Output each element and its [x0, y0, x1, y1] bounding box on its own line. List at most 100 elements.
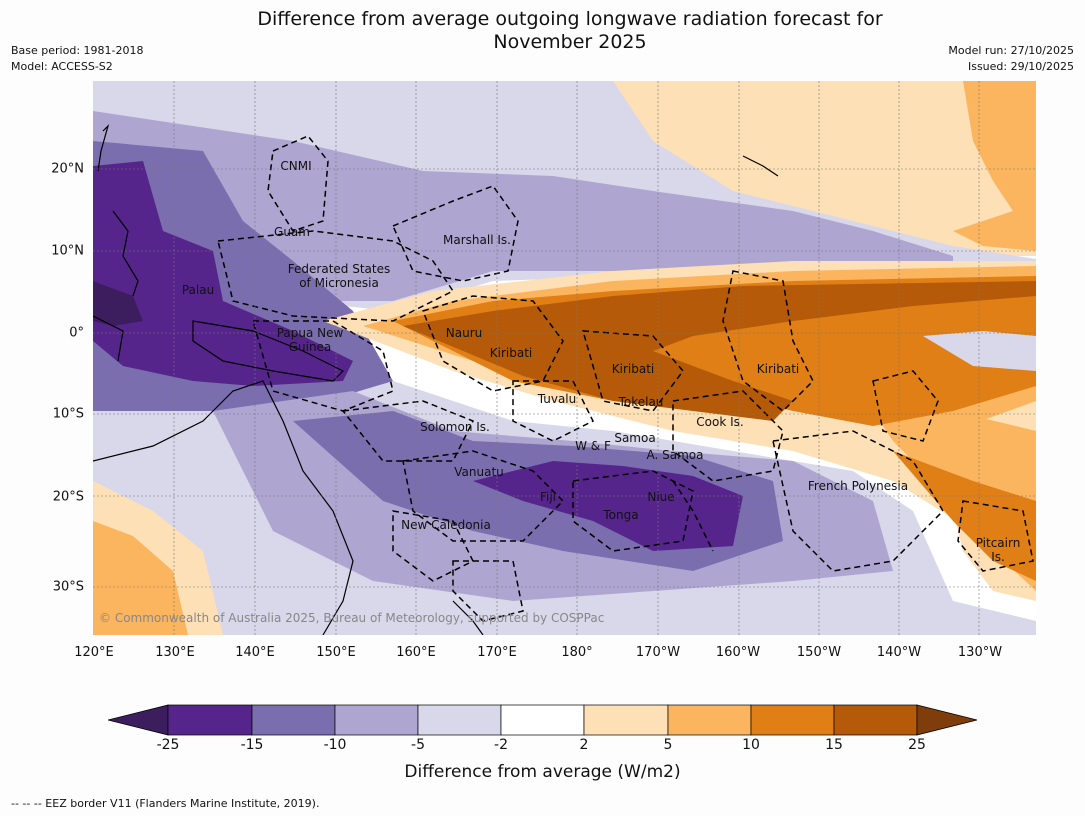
eez-borders: [217, 135, 1034, 622]
label-cook: Cook Is.: [696, 415, 744, 429]
colorbar-swatch-8: [750, 704, 835, 736]
colorbar-swatch-3: [334, 704, 419, 736]
model-name: Model: ACCESS-S2: [11, 60, 113, 73]
label-marshall: Marshall Is.: [443, 233, 511, 247]
label-tuvalu: Tuvalu: [537, 392, 577, 406]
coast-australia: [93, 380, 354, 635]
coast-new-guinea: [192, 320, 345, 382]
anomaly-neg-15-25-west: [93, 161, 353, 386]
label-kiribati-west: Kiribati: [489, 346, 533, 360]
eez-cnmi: [267, 135, 329, 232]
meta-left: Base period: 1981-2018 Model: ACCESS-S2: [11, 43, 143, 75]
chart-title: Difference from average outgoing longwav…: [257, 8, 883, 53]
forecast-map: CNMI Guam Marshall Is. Federated States …: [93, 81, 1036, 635]
label-fsm: Federated States of Micronesia: [287, 262, 391, 290]
coast-hawaii: [742, 155, 779, 177]
label-wallis-futuna: W & F: [575, 439, 611, 453]
lat-label-10s: 10°S: [52, 406, 84, 422]
label-new-caledonia: New Caledonia: [401, 518, 491, 532]
lon-label-120e: 120°E: [74, 645, 114, 660]
colorbar-swatch-5: [500, 704, 585, 736]
colorbar: [108, 704, 978, 736]
label-cnmi: CNMI: [280, 159, 312, 173]
meta-right: Model run: 27/10/2025 Issued: 29/10/2025: [948, 43, 1074, 75]
label-french-polynesia: French Polynesia: [807, 479, 909, 493]
label-fiji: Fiji: [539, 490, 557, 504]
colorbar-tick-9: 25: [908, 737, 926, 753]
eez-kiribati-east: [722, 270, 814, 412]
eez-nauru-kiribati: [421, 295, 564, 392]
colorbar-swatch-7: [667, 704, 752, 736]
eez-footnote: -- -- -- EEZ border V11 (Flanders Marine…: [11, 797, 320, 810]
map-canvas: [93, 81, 1036, 635]
coast-asia: [97, 123, 110, 172]
coast-borneo: [93, 315, 124, 362]
coastlines: [93, 123, 779, 635]
lon-label-160e: 160°E: [396, 645, 436, 660]
label-kiribati-east: Kiribati: [756, 362, 800, 376]
anomaly-neg-5-10-north: [93, 111, 953, 301]
model-run: Model run: 27/10/2025: [948, 44, 1074, 57]
eez-kiribati-central: [581, 330, 684, 412]
lat-label-0: 0°: [69, 325, 84, 341]
gridlines: [93, 81, 1036, 635]
colorbar-tick-3: -5: [411, 737, 425, 753]
lat-label-20s: 20°S: [52, 489, 84, 505]
lon-label-140e: 140°E: [235, 645, 275, 660]
colorbar-swatch-0: [108, 704, 169, 736]
anomaly-pos-5-10-north: [953, 81, 1036, 251]
anomaly-pos-2-5-north: [613, 81, 1036, 256]
eez-french-polynesia: [772, 430, 944, 572]
lon-label-180: 180°: [561, 645, 593, 660]
eez-central-spur: [672, 480, 714, 552]
lat-label-10n: 10°N: [51, 243, 84, 259]
eez-tuvalu: [512, 380, 595, 442]
colorbar-tick-1: -15: [240, 737, 264, 753]
eez-new-caledonia: [392, 510, 475, 582]
label-kiribati-central: Kiribati: [611, 362, 655, 376]
anomaly-neg-25-west: [93, 281, 143, 326]
label-solomon: Solomon Is.: [420, 420, 490, 434]
eez-marquesas: [872, 370, 939, 442]
colorbar-tick-2: -10: [323, 737, 347, 753]
lon-label-170e: 170°E: [477, 645, 517, 660]
lon-label-150w: 150°W: [796, 645, 842, 660]
colorbar-swatch-1: [167, 704, 253, 736]
label-palau: Palau: [181, 283, 215, 297]
coast-philippines: [112, 210, 139, 297]
label-niue: Niue: [647, 490, 675, 504]
colorbar-tick-4: -2: [494, 737, 508, 753]
lon-label-150e: 150°E: [316, 645, 356, 660]
label-samoa: Samoa: [614, 431, 656, 445]
colorbar-tick-5: 2: [579, 737, 589, 753]
coast-new-zealand: [452, 600, 484, 635]
eez-pitcairn: [957, 500, 1034, 572]
colorbar-label: Difference from average (W/m2): [404, 762, 681, 782]
label-guam: Guam: [274, 225, 310, 239]
colorbar-tick-6: 5: [663, 737, 673, 753]
eez-cook: [672, 390, 784, 482]
eez-marshall: [392, 185, 519, 282]
colorbar-swatch-9: [833, 704, 918, 736]
lat-label-30s: 30°S: [52, 579, 84, 595]
base-period: Base period: 1981-2018: [11, 44, 144, 57]
eez-vanuatu-fiji: [402, 450, 565, 542]
lat-label-20n: 20°N: [51, 161, 84, 177]
lon-label-170w: 170°W: [635, 645, 681, 660]
label-tonga: Tonga: [603, 508, 639, 522]
colorbar-tick-8: 15: [825, 737, 843, 753]
label-vanuatu: Vanuatu: [454, 465, 504, 479]
issued-date: Issued: 29/10/2025: [967, 60, 1074, 73]
label-png: Papua New Guinea: [276, 326, 344, 354]
anomaly-pos-5-10-sw: [93, 521, 188, 635]
colorbar-swatch-10: [916, 704, 978, 736]
eez-kermadec: [452, 560, 524, 622]
lon-label-160w: 160°W: [715, 645, 761, 660]
anomaly-pos-15-25-eq: [403, 281, 1036, 421]
colorbar-swatch-4: [417, 704, 502, 736]
label-nauru: Nauru: [445, 326, 483, 340]
label-pitcairn: Pitcairn Is.: [975, 536, 1021, 564]
label-american-samoa: A. Samoa: [646, 448, 704, 462]
colorbar-swatch-6: [583, 704, 669, 736]
lon-label-130e: 130°E: [155, 645, 195, 660]
